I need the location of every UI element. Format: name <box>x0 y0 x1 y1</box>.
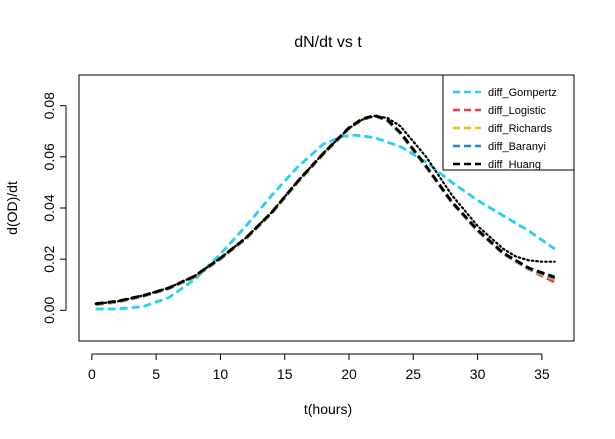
y-tick-label: 0.06 <box>41 143 57 170</box>
x-tick-label: 10 <box>213 366 229 382</box>
legend-label: diff_Logistic <box>488 105 546 117</box>
series-line-0 <box>95 133 556 311</box>
x-tick-label: 30 <box>470 366 486 382</box>
chart-title: dN/dt vs t <box>294 34 362 51</box>
y-tick-label: 0.08 <box>41 92 57 119</box>
x-tick-label: 5 <box>152 366 160 382</box>
x-tick-label: 20 <box>341 366 357 382</box>
y-tick-label: 0.00 <box>41 296 57 323</box>
plot-area <box>94 113 556 311</box>
legend-label: diff_Richards <box>488 123 552 135</box>
x-axis: 0 5 10 15 20 25 30 35 <box>88 353 550 382</box>
x-tick-label: 35 <box>534 366 550 382</box>
series-line-5 <box>94 114 556 305</box>
y-tick-label: 0.04 <box>41 194 57 221</box>
x-axis-label: t(hours) <box>304 401 352 417</box>
y-tick-label: 0.02 <box>41 245 57 272</box>
legend-label: diff_Gompertz <box>488 87 557 99</box>
plot-frame <box>78 74 575 342</box>
legend: diff_Gompertz diff_Logistic diff_Richardsd… <box>442 74 575 171</box>
legend-label: diff_Baranyi <box>488 141 546 153</box>
x-tick-label: 0 <box>88 366 96 382</box>
legend-label: diff_Huang <box>488 159 541 171</box>
y-axis-label: d(OD)/dt <box>4 181 20 235</box>
x-tick-label: 25 <box>405 366 421 382</box>
x-tick-label: 15 <box>277 366 293 382</box>
y-axis: 0.00 0.02 0.04 0.06 0.08 <box>41 92 67 324</box>
